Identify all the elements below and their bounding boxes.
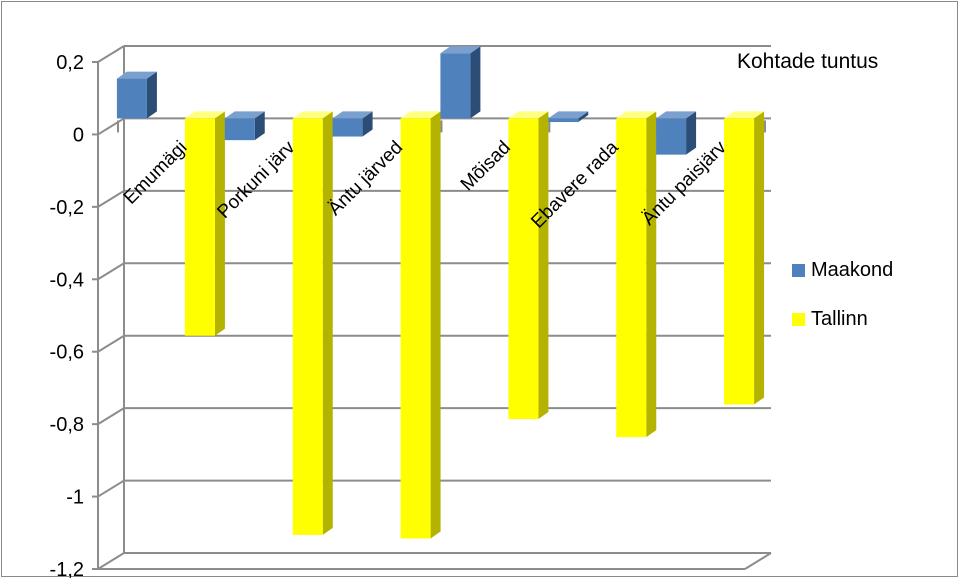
- y-tick-label: -0,8: [50, 414, 84, 436]
- bar-maakond: [440, 46, 481, 119]
- bar-front: [292, 118, 323, 535]
- bar-side: [470, 46, 481, 119]
- bar-tallinn: [184, 111, 225, 336]
- y-tick-label: -0,6: [50, 342, 84, 364]
- bar-maakond: [548, 111, 589, 123]
- bar-top: [724, 111, 765, 119]
- bar-front: [656, 118, 687, 155]
- y-tick-label: 0,2: [56, 52, 84, 74]
- category-label: Emumägi: [120, 137, 192, 209]
- gridline-side: [97, 479, 125, 498]
- bar-front: [224, 118, 255, 141]
- category-label: Mõisad: [457, 137, 515, 195]
- gridline-side: [97, 117, 125, 136]
- bar-top: [616, 111, 657, 119]
- bar-front: [548, 118, 579, 123]
- axis-layer: 0,2 0 -0,2 -0,4 -0,6 -0,8 -1 -1,2: [50, 52, 766, 578]
- bar-side: [322, 111, 333, 535]
- bar-top: [332, 111, 373, 119]
- bar-front: [616, 118, 647, 438]
- bar-tallinn: [400, 111, 441, 539]
- category-label: Porkuni järv: [213, 137, 299, 223]
- gridline-side: [97, 45, 125, 63]
- bar-maakond: [224, 111, 265, 141]
- gridline-side: [97, 552, 125, 570]
- legend-swatch-maakond: [792, 264, 805, 277]
- bar-tallinn: [724, 111, 765, 405]
- bar-top: [508, 111, 549, 119]
- bars-layer: [116, 46, 765, 539]
- floor-right-edge: [744, 552, 772, 570]
- bar-top: [440, 46, 481, 54]
- gridline-side: [97, 334, 125, 353]
- bar-tallinn: [616, 111, 657, 438]
- bar-side: [146, 71, 157, 119]
- bar-side: [578, 111, 589, 123]
- legend-label-maakond: Maakond: [811, 259, 893, 281]
- bar-side: [362, 111, 373, 137]
- bar-top: [656, 111, 697, 119]
- bar-maakond: [656, 111, 697, 155]
- category-label: Äntu järved: [324, 137, 407, 220]
- bar-side: [754, 111, 765, 405]
- bar-top: [548, 111, 589, 119]
- y-tick-label: -0,2: [50, 197, 84, 219]
- gridline-side: [97, 190, 125, 208]
- bar-top: [224, 111, 265, 119]
- bar-maakond: [116, 71, 157, 119]
- bar-top: [116, 71, 157, 79]
- bar-tallinn: [508, 111, 549, 420]
- bar-front: [724, 118, 755, 405]
- gridline-side: [97, 262, 125, 281]
- y-tick-label: -1,2: [50, 559, 84, 578]
- bar-front: [184, 118, 215, 336]
- y-tick-label: -0,4: [50, 269, 84, 291]
- bar-front: [116, 78, 147, 119]
- bar-side: [646, 111, 657, 438]
- gridline-side: [97, 407, 125, 425]
- y-tick-label: 0: [73, 124, 84, 146]
- bar-tallinn: [292, 111, 333, 535]
- bar-top: [292, 111, 333, 119]
- bar-front: [440, 53, 471, 119]
- bar-side: [254, 111, 265, 141]
- bar-side: [686, 111, 697, 155]
- bar-top: [184, 111, 225, 119]
- legend-swatch-tallinn: [792, 313, 805, 326]
- grid-layer: [97, 45, 772, 570]
- bar-side: [538, 111, 549, 420]
- bar-side: [214, 111, 225, 336]
- legend: Maakond Tallinn: [792, 259, 893, 330]
- bar-maakond: [332, 111, 373, 137]
- bar-side: [430, 111, 441, 539]
- bar-front: [332, 118, 363, 137]
- bar-top: [400, 111, 441, 119]
- y-tick-label: -1: [66, 487, 84, 509]
- legend-label-tallinn: Tallinn: [811, 308, 868, 330]
- bar-front: [508, 118, 539, 420]
- bar-front: [400, 118, 431, 539]
- chart-title: Kohtade tuntus: [737, 50, 878, 73]
